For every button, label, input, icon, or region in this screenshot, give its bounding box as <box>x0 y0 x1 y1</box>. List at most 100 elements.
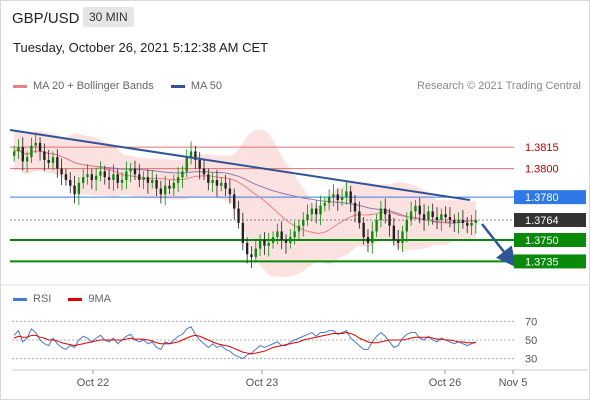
legend-label-9ma: 9MA <box>88 293 112 305</box>
candle-body <box>414 205 417 212</box>
legend-label-ma50: MA 50 <box>190 80 223 92</box>
candle-body <box>474 220 478 223</box>
candle-body <box>220 182 223 186</box>
candle-body <box>43 151 46 160</box>
rsi-legend: RSI 9MA <box>13 293 125 305</box>
level-label-1.3815: 1.3815 <box>525 142 559 154</box>
candle-body <box>336 194 339 200</box>
candle-body <box>276 231 279 238</box>
candle-body <box>448 217 452 220</box>
candle-body <box>289 237 292 243</box>
candle-body <box>116 174 119 183</box>
candle-body <box>228 188 232 195</box>
candle-body <box>159 188 163 195</box>
candle-body <box>94 175 98 180</box>
moving-averages <box>13 148 476 234</box>
candle-body <box>211 180 214 183</box>
forecast-arrow <box>481 223 517 268</box>
research-credit: Research © 2021 Trading Central <box>416 80 581 92</box>
candle-body <box>163 185 167 195</box>
candle-body <box>112 174 115 180</box>
candle-body <box>271 237 275 243</box>
candle-body <box>358 211 361 223</box>
candle-body <box>69 180 72 186</box>
ma20-line <box>13 148 476 234</box>
candle-body <box>388 214 391 226</box>
candle-body <box>194 151 197 160</box>
candle-body <box>258 240 262 249</box>
candle-body <box>125 171 128 180</box>
candle-body <box>155 180 158 189</box>
candle-body <box>453 220 456 223</box>
candle-body <box>168 185 171 189</box>
candle-body <box>215 180 219 186</box>
candle-body <box>34 142 37 146</box>
candle-body <box>315 208 318 215</box>
level-label-1.3735: 1.3735 <box>525 256 559 268</box>
x-axis: Oct 22 Oct 23 Oct 26 Nov 5 <box>12 369 588 389</box>
candle-body <box>323 202 327 206</box>
candle-body <box>297 225 301 232</box>
candle-body <box>38 142 42 152</box>
candle-body <box>340 197 344 200</box>
price-legend: MA 20 + Bollinger Bands MA 50 <box>13 80 236 94</box>
candle-body <box>461 220 465 223</box>
candle-body <box>133 168 137 175</box>
candle-body <box>280 231 283 240</box>
legend-item-ma50: MA 50 <box>170 80 223 92</box>
candle-body <box>466 222 469 226</box>
candle-body <box>470 222 473 226</box>
legend-swatch-ma50 <box>170 84 185 88</box>
timestamp: Tuesday, October 26, 2021 5:12:38 AM CET <box>13 40 269 55</box>
candle-body <box>202 168 206 175</box>
candle-body <box>189 151 193 158</box>
x-tick-label: Oct 22 <box>77 377 109 389</box>
bollinger-fill <box>14 129 476 278</box>
candle-body <box>409 211 413 220</box>
candle-body <box>176 177 180 183</box>
candle-body <box>181 171 184 178</box>
level-label-1.3750: 1.3750 <box>525 235 559 247</box>
candle-body <box>86 174 89 178</box>
candle-body <box>172 182 175 189</box>
candle-body <box>82 177 85 183</box>
rsi-9ma-line <box>13 332 476 355</box>
candle-body <box>332 194 335 198</box>
candle-body <box>401 231 404 243</box>
candle-body <box>284 240 288 243</box>
candle-body <box>435 217 439 220</box>
candle-body <box>151 180 154 183</box>
candle-body <box>302 220 305 226</box>
candle-body <box>30 145 33 158</box>
candle-body <box>103 171 106 178</box>
rsi-line <box>13 326 477 360</box>
candle-body <box>185 157 188 172</box>
candle-body <box>267 242 270 246</box>
candle-body <box>431 211 434 218</box>
candle-body <box>51 157 55 163</box>
level-tag-1.3764 <box>514 213 586 227</box>
candle-body <box>371 231 374 243</box>
candle-body <box>241 222 245 243</box>
candle-body <box>25 157 29 162</box>
candle-body <box>379 208 383 220</box>
timeframe-badge[interactable]: 30 MIN <box>83 7 134 27</box>
candle-body <box>198 160 201 169</box>
level-label-1.3764: 1.3764 <box>525 215 559 227</box>
candle-body <box>349 191 352 203</box>
candle-body <box>146 177 150 183</box>
candle-body <box>345 191 348 198</box>
candle-body <box>405 220 408 232</box>
candle-body <box>77 182 81 195</box>
candle-body <box>427 211 430 220</box>
candle-body <box>56 157 59 169</box>
candlesticks <box>12 132 478 268</box>
candle-body <box>237 208 240 223</box>
level-tag-1.3750 <box>514 233 586 247</box>
candle-body <box>245 242 249 255</box>
legend-label-rsi: RSI <box>33 293 52 305</box>
candle-body <box>418 205 421 215</box>
candle-body <box>233 194 236 209</box>
candle-body <box>60 168 63 175</box>
